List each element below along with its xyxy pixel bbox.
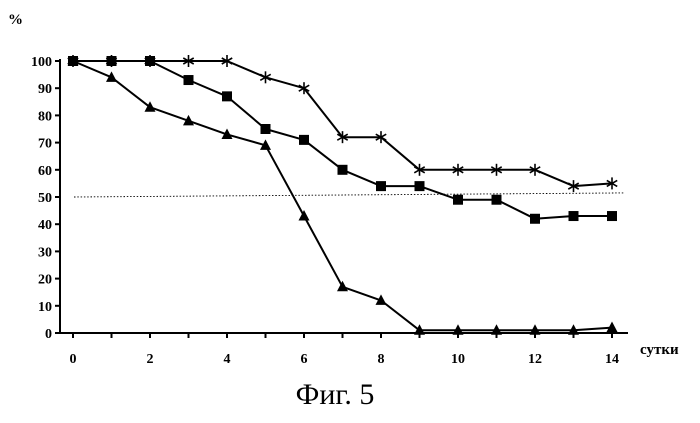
- data-point-square: [492, 195, 502, 205]
- data-point-square: [530, 214, 540, 224]
- data-point-triangle: [145, 101, 156, 112]
- x-axis-label: сутки: [640, 342, 679, 358]
- x-tick-label: 12: [528, 352, 542, 367]
- data-point-triangle: [337, 281, 348, 292]
- data-point-square: [376, 181, 386, 191]
- data-point-square: [415, 181, 425, 191]
- x-tick-label: 0: [70, 352, 77, 367]
- reference-line-layer: [74, 193, 624, 197]
- y-tick-label: 60: [38, 164, 52, 179]
- y-tick-label: 100: [31, 55, 52, 70]
- y-tick-label: 80: [38, 109, 52, 124]
- data-point-square: [107, 56, 117, 66]
- reference-line-50: [74, 193, 624, 197]
- x-tick-label: 2: [147, 352, 154, 367]
- y-tick-label: 10: [38, 300, 52, 315]
- y-tick-label: 40: [38, 218, 52, 233]
- y-tick-label: 0: [45, 327, 52, 342]
- axes: 0 10 20 30 40 50 60 70 80 90 100 0 2 4 6 8 10 12 14: [31, 55, 628, 367]
- data-point-square: [222, 91, 232, 101]
- y-tick-label: 70: [38, 137, 52, 152]
- x-tick-label: 14: [605, 352, 619, 367]
- x-tick-label: 6: [301, 352, 308, 367]
- x-tick-label: 10: [451, 352, 465, 367]
- figure-caption: Фиг. 5: [296, 378, 375, 411]
- data-point-square: [184, 75, 194, 85]
- x-tick-label: 8: [378, 352, 385, 367]
- data-point-square: [299, 135, 309, 145]
- y-tick-label: 90: [38, 82, 52, 97]
- data-point-square: [261, 124, 271, 134]
- x-tick-label: 4: [224, 352, 231, 367]
- y-tick-label: 20: [38, 273, 52, 288]
- data-point-square: [607, 211, 617, 221]
- data-point-square: [338, 165, 348, 175]
- data-point-square: [569, 211, 579, 221]
- y-tick-label: 30: [38, 245, 52, 260]
- data-point-square: [145, 56, 155, 66]
- data-point-square: [453, 195, 463, 205]
- data-point-triangle: [607, 322, 618, 333]
- data-point-triangle: [299, 210, 310, 221]
- y-axis-label: %: [8, 12, 23, 28]
- y-tick-label: 50: [38, 191, 52, 206]
